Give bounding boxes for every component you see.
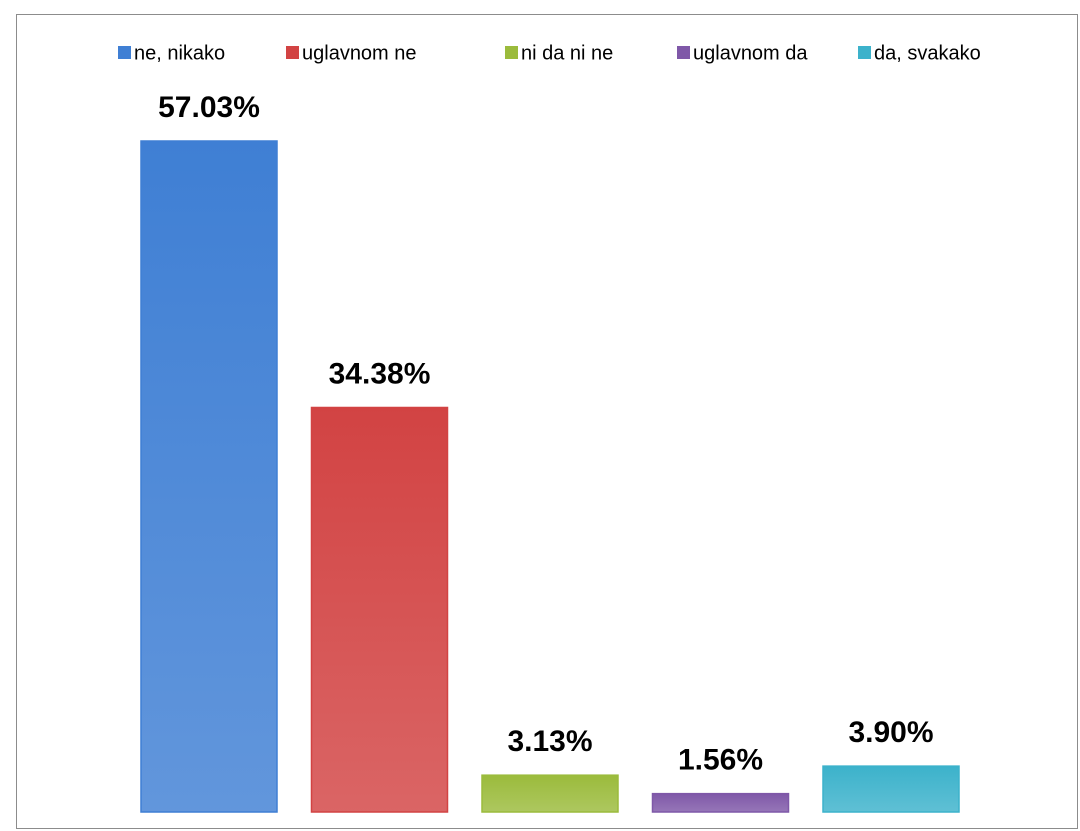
legend-swatch <box>118 46 131 59</box>
value-label: 3.13% <box>507 725 592 758</box>
value-label: 34.38% <box>329 357 431 390</box>
bar <box>310 406 449 813</box>
legend-swatch <box>858 46 871 59</box>
legend-swatch <box>286 46 299 59</box>
legend-swatch <box>677 46 690 59</box>
legend-swatch <box>505 46 518 59</box>
legend-text: uglavnom da <box>693 42 808 64</box>
legend-text: ne, nikako <box>134 42 225 64</box>
legend-text: ni da ni ne <box>521 42 613 64</box>
legend-text: uglavnom ne <box>302 42 417 64</box>
legend-text: da, svakako <box>874 42 981 64</box>
bar <box>140 140 278 813</box>
bar <box>651 792 790 813</box>
value-label: 1.56% <box>678 744 763 777</box>
value-label: 3.90% <box>848 716 933 749</box>
value-label: 57.03% <box>158 91 260 124</box>
bar <box>481 774 619 813</box>
bar <box>822 765 960 813</box>
